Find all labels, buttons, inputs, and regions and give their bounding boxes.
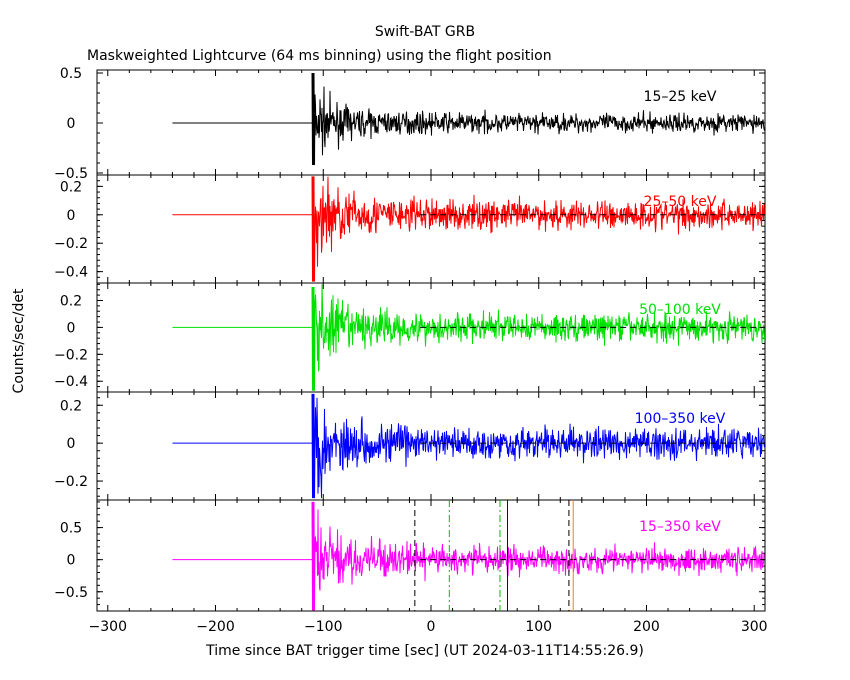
- band-label: 25–50 keV: [644, 194, 717, 210]
- band-label: 100–350 keV: [635, 411, 726, 427]
- x-tick-labels: −300 −200 −100 0 100 200 300: [89, 619, 768, 635]
- y-tick-label: −0.2: [54, 236, 88, 252]
- y-tick-label: 0: [67, 436, 76, 452]
- y-tick-label: 0.5: [60, 521, 82, 537]
- x-axis-label: Time since BAT trigger time [sec] (UT 20…: [205, 643, 644, 659]
- lightcurve-series: [311, 176, 765, 282]
- y-tick-label: 0.5: [60, 66, 82, 82]
- y-axis-label: Counts/sec/det: [11, 288, 27, 393]
- lightcurve-series: [311, 284, 765, 391]
- panel-2: −0.4 −0.2 0 0.2 25–50 keV: [54, 174, 766, 284]
- panel-3: −0.4 −0.2 0 0.2 50–100 keV: [54, 282, 766, 393]
- y-tick-label: −0.4: [54, 374, 88, 390]
- y-tick-label: 0: [67, 553, 76, 569]
- band-label: 50–100 keV: [639, 302, 721, 318]
- y-tick-label: 0: [67, 116, 76, 132]
- chart-title: Swift-BAT GRB: [375, 24, 475, 40]
- y-tick-label: 0.2: [60, 179, 82, 195]
- lightcurve-series: [311, 501, 765, 611]
- x-tick-label: 100: [525, 619, 552, 635]
- x-tick-label: −100: [304, 619, 342, 635]
- panel-1: −0.5 0 0.5 15–25 keV: [54, 66, 766, 182]
- lightcurve-series: [311, 72, 765, 166]
- x-tick-label: 0: [427, 619, 436, 635]
- y-tick-label: −0.5: [54, 585, 88, 601]
- x-tick-label: −200: [196, 619, 234, 635]
- band-label: 15–25 keV: [644, 89, 717, 105]
- band-label: 15–350 keV: [639, 519, 721, 535]
- y-tick-label: −0.2: [54, 347, 88, 363]
- y-tick-label: 0.2: [60, 398, 82, 414]
- y-tick-label: 0: [67, 320, 76, 336]
- chart-subtitle: Maskweighted Lightcurve (64 ms binning) …: [87, 48, 552, 64]
- y-tick-label: 0: [67, 208, 76, 224]
- panel-5: −0.5 0 0.5 15–350 keV: [54, 499, 766, 612]
- x-tick-label: 300: [741, 619, 768, 635]
- y-tick-label: −0.5: [54, 166, 88, 182]
- lightcurve-series: [311, 393, 765, 499]
- panels-group: −0.500.515–25 keV−0.4−0.200.225–50 keV−0…: [54, 66, 766, 612]
- x-tick-label: 200: [633, 619, 660, 635]
- panel-4: −0.2 0 0.2 100–350 keV: [54, 391, 766, 501]
- y-tick-label: −0.2: [54, 474, 88, 490]
- panel-frame: [96, 282, 766, 393]
- y-tick-label: 0.2: [60, 293, 82, 309]
- x-tick-label: −300: [89, 619, 127, 635]
- panel-frame: [96, 174, 766, 284]
- y-tick-label: −0.4: [54, 265, 88, 281]
